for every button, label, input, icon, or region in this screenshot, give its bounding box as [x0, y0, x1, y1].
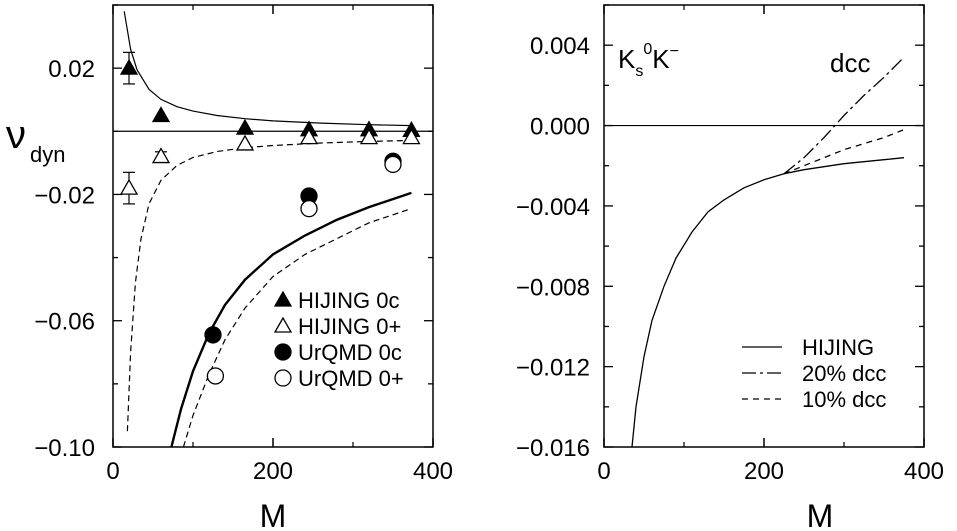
right-x-axis-label: M [807, 498, 834, 531]
annotation-k2: K [652, 44, 670, 74]
left-series-layer [113, 11, 433, 447]
data-point-filled-circle [204, 326, 222, 344]
right-y-tick-label: −0.016 [516, 435, 590, 462]
kaon-pair-annotation: Ks0K− [618, 41, 679, 80]
data-point-open-triangle [151, 147, 171, 164]
left-y-tick-label: 0.02 [48, 56, 95, 83]
data-point-open-circle [300, 199, 318, 218]
right-y-tick-label: −0.008 [516, 274, 590, 301]
right-panel: 0 200 400 0.004 0.000 −0.004 −0.008 −0.012 −0.01… [516, 4, 944, 531]
right-x-tick-label: 0 [597, 458, 610, 485]
left-x-tick-label: 400 [413, 458, 453, 485]
right-y-tick-label: 0.004 [530, 33, 590, 60]
legend-label: UrQMD 0c [298, 340, 402, 365]
annotation-minus: − [670, 43, 679, 60]
left-x-axis-label: M [260, 498, 287, 531]
legend-label: UrQMD 0+ [298, 366, 404, 391]
right-series-long-dash [783, 56, 905, 175]
left-curve-thin-solid [123, 11, 414, 127]
data-point-open-triangle [299, 128, 319, 145]
left-x-tick-label: 0 [106, 458, 119, 485]
data-point-open-circle [384, 155, 402, 174]
nu-dyn-label-main: ν [6, 113, 26, 157]
left-curve-thick-solid [170, 191, 412, 447]
right-x-tick-label: 200 [744, 458, 784, 485]
dcc-annotation: dcc [830, 48, 870, 78]
left-y-axis-label: ν dyn [6, 113, 65, 167]
data-point-open-triangle [359, 128, 379, 145]
data-point-filled-triangle [151, 106, 171, 123]
legend-marker-open-triangle [273, 316, 293, 333]
left-y-tick-label: −0.10 [34, 435, 95, 462]
legend-marker-open-circle [274, 369, 292, 387]
right-axis-ticks: 0 200 400 0.004 0.000 −0.004 −0.008 −0.012 −0.01… [516, 4, 944, 485]
annotation-k: K [618, 44, 636, 74]
data-point-open-triangle [402, 128, 421, 145]
right-y-tick-label: 0.000 [530, 114, 590, 141]
data-point-filled-triangle [119, 58, 139, 75]
legend-label: HIJING 0c [298, 288, 399, 313]
right-series-solid [631, 157, 905, 447]
legend-label: 20% dcc [802, 361, 886, 386]
data-point-open-triangle [235, 134, 255, 151]
left-y-tick-label: −0.02 [34, 182, 95, 209]
right-series-dash [783, 128, 905, 175]
annotation-s: s [635, 63, 643, 80]
left-y-tick-label: −0.06 [34, 309, 95, 336]
legend-label: 10% dcc [802, 387, 886, 412]
legend-label: HIJING [802, 335, 874, 360]
data-point-filled-triangle [235, 118, 255, 135]
right-y-tick-label: −0.004 [516, 194, 590, 221]
nu-dyn-label-sub: dyn [30, 142, 65, 167]
legend-marker-filled-circle [274, 343, 292, 361]
left-panel: 0 200 400 0.02 −0.02 −0.06 −0.10 ν dyn M HIJIN… [6, 4, 453, 531]
annotation-zero: 0 [643, 41, 652, 58]
left-x-tick-label: 200 [253, 458, 293, 485]
data-point-open-triangle [119, 178, 139, 195]
right-x-tick-label: 400 [904, 458, 944, 485]
data-point-open-circle [206, 367, 225, 385]
right-y-tick-label: −0.012 [516, 355, 590, 382]
legend-marker-filled-triangle [273, 290, 293, 307]
left-axis-ticks: 0 200 400 0.02 −0.02 −0.06 −0.10 [34, 4, 453, 485]
left-curve-thin-dashed [182, 208, 412, 447]
legend-label: HIJING 0+ [298, 314, 401, 339]
right-series-layer [604, 56, 924, 447]
